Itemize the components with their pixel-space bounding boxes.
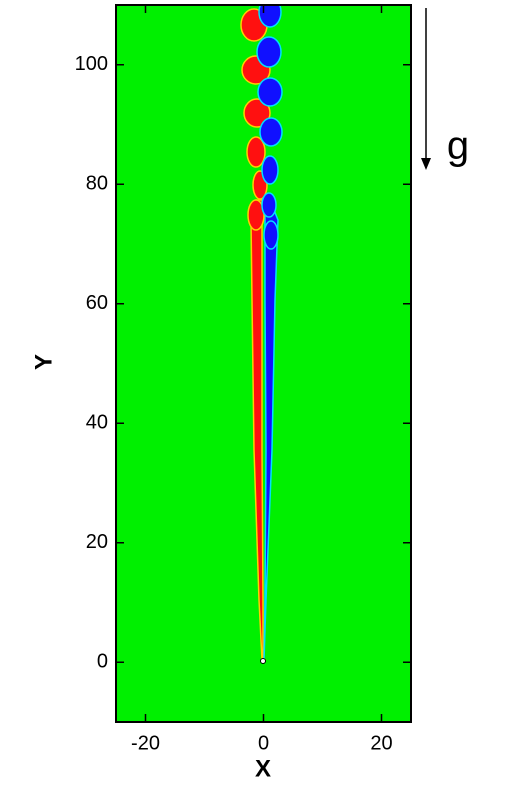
x-axis-label: X — [255, 755, 271, 782]
gravity-arrowhead — [421, 158, 431, 170]
x-tick-label: 0 — [258, 732, 269, 754]
y-tick-label: 0 — [97, 651, 108, 673]
y-tick-label: 20 — [86, 531, 108, 553]
y-tick-label: 80 — [86, 173, 108, 195]
gravity-label: g — [447, 124, 469, 168]
y-tick-label: 60 — [86, 292, 108, 314]
y-axis-label: Y — [30, 354, 57, 370]
y-tick-label: 40 — [86, 412, 108, 434]
wake-field — [240, 5, 283, 664]
x-tick-label: -20 — [131, 732, 160, 754]
y-tick-label: 100 — [75, 53, 108, 75]
x-tick-label: 20 — [370, 732, 392, 754]
